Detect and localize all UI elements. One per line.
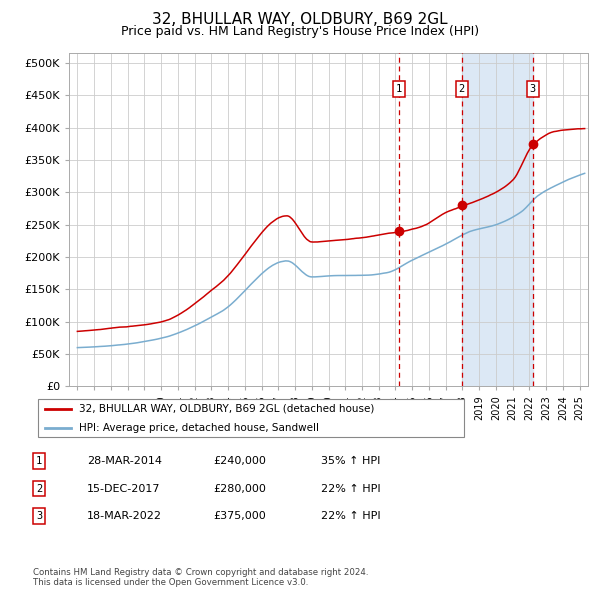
Text: 3: 3: [36, 511, 42, 520]
Text: 2: 2: [36, 484, 42, 493]
Text: 32, BHULLAR WAY, OLDBURY, B69 2GL (detached house): 32, BHULLAR WAY, OLDBURY, B69 2GL (detac…: [79, 404, 374, 414]
FancyBboxPatch shape: [38, 399, 464, 437]
Text: 32, BHULLAR WAY, OLDBURY, B69 2GL: 32, BHULLAR WAY, OLDBURY, B69 2GL: [152, 12, 448, 27]
Text: 2: 2: [458, 84, 465, 94]
Text: 22% ↑ HPI: 22% ↑ HPI: [321, 511, 380, 520]
Text: £280,000: £280,000: [213, 484, 266, 493]
Text: £240,000: £240,000: [213, 457, 266, 466]
Text: HPI: Average price, detached house, Sandwell: HPI: Average price, detached house, Sand…: [79, 423, 319, 433]
Text: £375,000: £375,000: [213, 511, 266, 520]
Text: 1: 1: [396, 84, 403, 94]
Bar: [462, 53, 533, 386]
Text: 22% ↑ HPI: 22% ↑ HPI: [321, 484, 380, 493]
Text: 18-MAR-2022: 18-MAR-2022: [87, 511, 162, 520]
Text: 28-MAR-2014: 28-MAR-2014: [87, 457, 162, 466]
Text: 15-DEC-2017: 15-DEC-2017: [87, 484, 161, 493]
Text: 35% ↑ HPI: 35% ↑ HPI: [321, 457, 380, 466]
Text: 3: 3: [530, 84, 536, 94]
Text: Price paid vs. HM Land Registry's House Price Index (HPI): Price paid vs. HM Land Registry's House …: [121, 25, 479, 38]
Text: 1: 1: [36, 457, 42, 466]
Text: Contains HM Land Registry data © Crown copyright and database right 2024.
This d: Contains HM Land Registry data © Crown c…: [33, 568, 368, 587]
